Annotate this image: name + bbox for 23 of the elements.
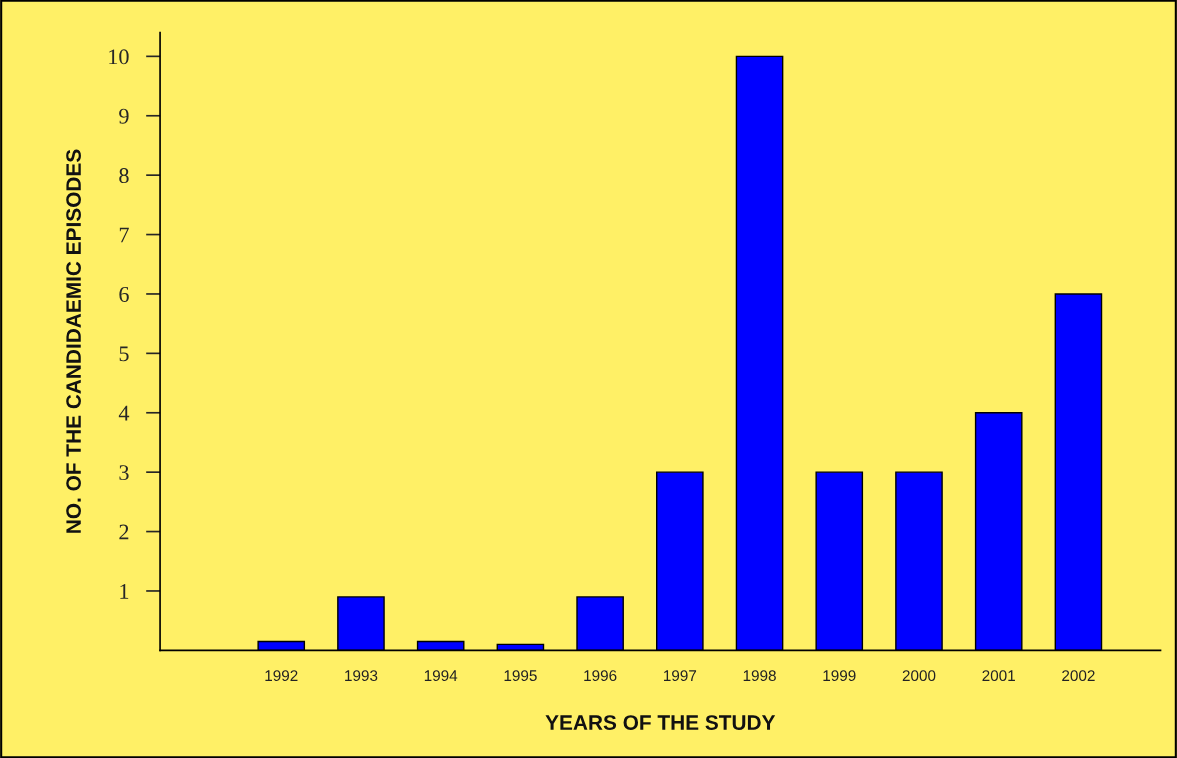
x-tick-label: 1997 [664, 670, 697, 682]
y-tick-label: 7 [119, 227, 129, 243]
x-tick-label: 1993 [345, 670, 378, 682]
y-tick-label: 1 [120, 584, 129, 599]
x-tick-label: 1992 [265, 670, 298, 682]
x-tick-label: 2002 [1062, 670, 1095, 682]
x-tick-label: 1995 [504, 670, 537, 682]
x-tick-label: 2000 [902, 670, 936, 682]
y-axis-title: NO. OF THE CANDIDAEMIC EPISODES [66, 149, 81, 533]
y-tick-label: 2 [119, 524, 129, 540]
y-tick-label: 8 [119, 168, 129, 184]
x-tick-label: 1999 [823, 670, 856, 682]
y-tick-label: 9 [119, 108, 129, 124]
x-tick-label: 2001 [982, 670, 1015, 682]
x-axis-title: YEARS OF THE STUDY [545, 715, 776, 730]
y-tick-label: 10 [109, 49, 129, 65]
y-tick-label: 3 [119, 465, 129, 481]
y-tick-label: 4 [118, 405, 130, 421]
y-tick-label: 5 [119, 346, 129, 362]
x-tick-label: 1996 [584, 670, 617, 682]
x-tick-label: 1994 [424, 670, 458, 682]
y-tick-label: 6 [119, 286, 129, 302]
x-tick-label: 1998 [743, 670, 776, 682]
